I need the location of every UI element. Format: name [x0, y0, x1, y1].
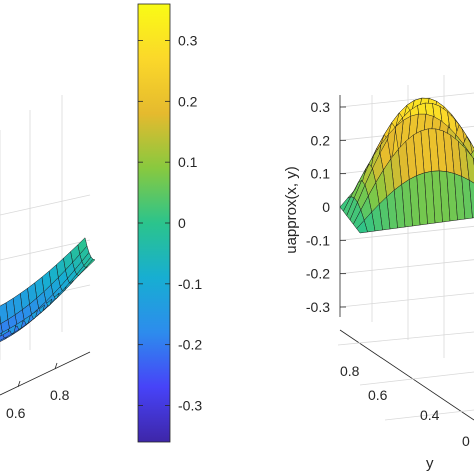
right-y-tick-label: 0.8	[340, 363, 360, 379]
right-z-axis-label: uapprox(x, y)	[283, 166, 300, 254]
surface-cell	[0, 336, 7, 342]
colorbar-tick-label: 0.1	[178, 154, 198, 170]
left-x-tick-label: 0.6	[6, 405, 26, 421]
grid-line	[0, 194, 91, 216]
colorbar-ticks: 0.3 0.2 0.1 0 -0.1 -0.2 -0.3	[138, 33, 202, 414]
right-surface-mesh	[339, 97, 474, 234]
left-x-tick	[17, 380, 21, 388]
colorbar-tick-label: -0.2	[178, 337, 202, 353]
right-y-axis-label: y	[426, 455, 434, 472]
right-z-tick-label: 0	[322, 199, 330, 215]
surface-cell	[465, 148, 474, 184]
y-axis-line	[339, 329, 474, 421]
colorbar-tick-label: -0.1	[178, 276, 202, 292]
right-z-tick-label: 0.3	[311, 99, 331, 115]
left-surface-mesh	[0, 237, 96, 342]
right-y-tick-label: 0.6	[368, 387, 388, 403]
left-surface-plot: 0.6 0.8	[0, 95, 96, 421]
right-y-tick-label: 0.4	[420, 407, 440, 423]
surface-cell	[470, 149, 474, 161]
colorbar-tick-label: 0.3	[178, 33, 198, 49]
right-y-ticks: 0.8 0.6 0.4	[340, 363, 440, 423]
colorbar-tick-label: 0.2	[178, 93, 198, 109]
right-z-tick-label: 0.2	[311, 132, 331, 148]
left-axes-grid	[0, 95, 91, 396]
grid-line	[339, 259, 474, 275]
grid-line	[384, 409, 474, 421]
surface-cell	[468, 179, 474, 219]
grid-line	[339, 292, 474, 308]
right-z-tick-label: -0.2	[306, 266, 330, 282]
right-surface-plot: 0.3 0.2 0.1 0 -0.1 -0.2 -0.3 uapprox(x, y) 0.8…	[283, 75, 474, 472]
left-x-tick	[54, 362, 58, 370]
grid-line	[339, 225, 474, 241]
right-z-tick-label: -0.3	[306, 299, 330, 315]
colorbar: 0.3 0.2 0.1 0 -0.1 -0.2 -0.3	[137, 3, 202, 443]
left-x-ticks: 0.6 0.8	[6, 387, 70, 421]
left-x-axis-line	[0, 351, 91, 396]
colorbar-tick-label: -0.3	[178, 398, 202, 414]
grid-line	[0, 239, 91, 261]
colorbar-tick-label: 0	[178, 215, 186, 231]
surface-cell	[356, 219, 368, 234]
grid-line	[339, 92, 474, 108]
colorbar-gradient	[137, 3, 171, 443]
right-z-ticks: 0.3 0.2 0.1 0 -0.1 -0.2 -0.3	[306, 99, 330, 315]
right-z-tick-label: 0.1	[311, 166, 331, 182]
right-z-tick-label: -0.1	[306, 232, 330, 248]
grid-line	[359, 371, 474, 386]
grid-line	[337, 331, 474, 346]
right-x-tick-label: 0	[462, 433, 470, 449]
left-x-tick-label: 0.8	[50, 387, 70, 403]
